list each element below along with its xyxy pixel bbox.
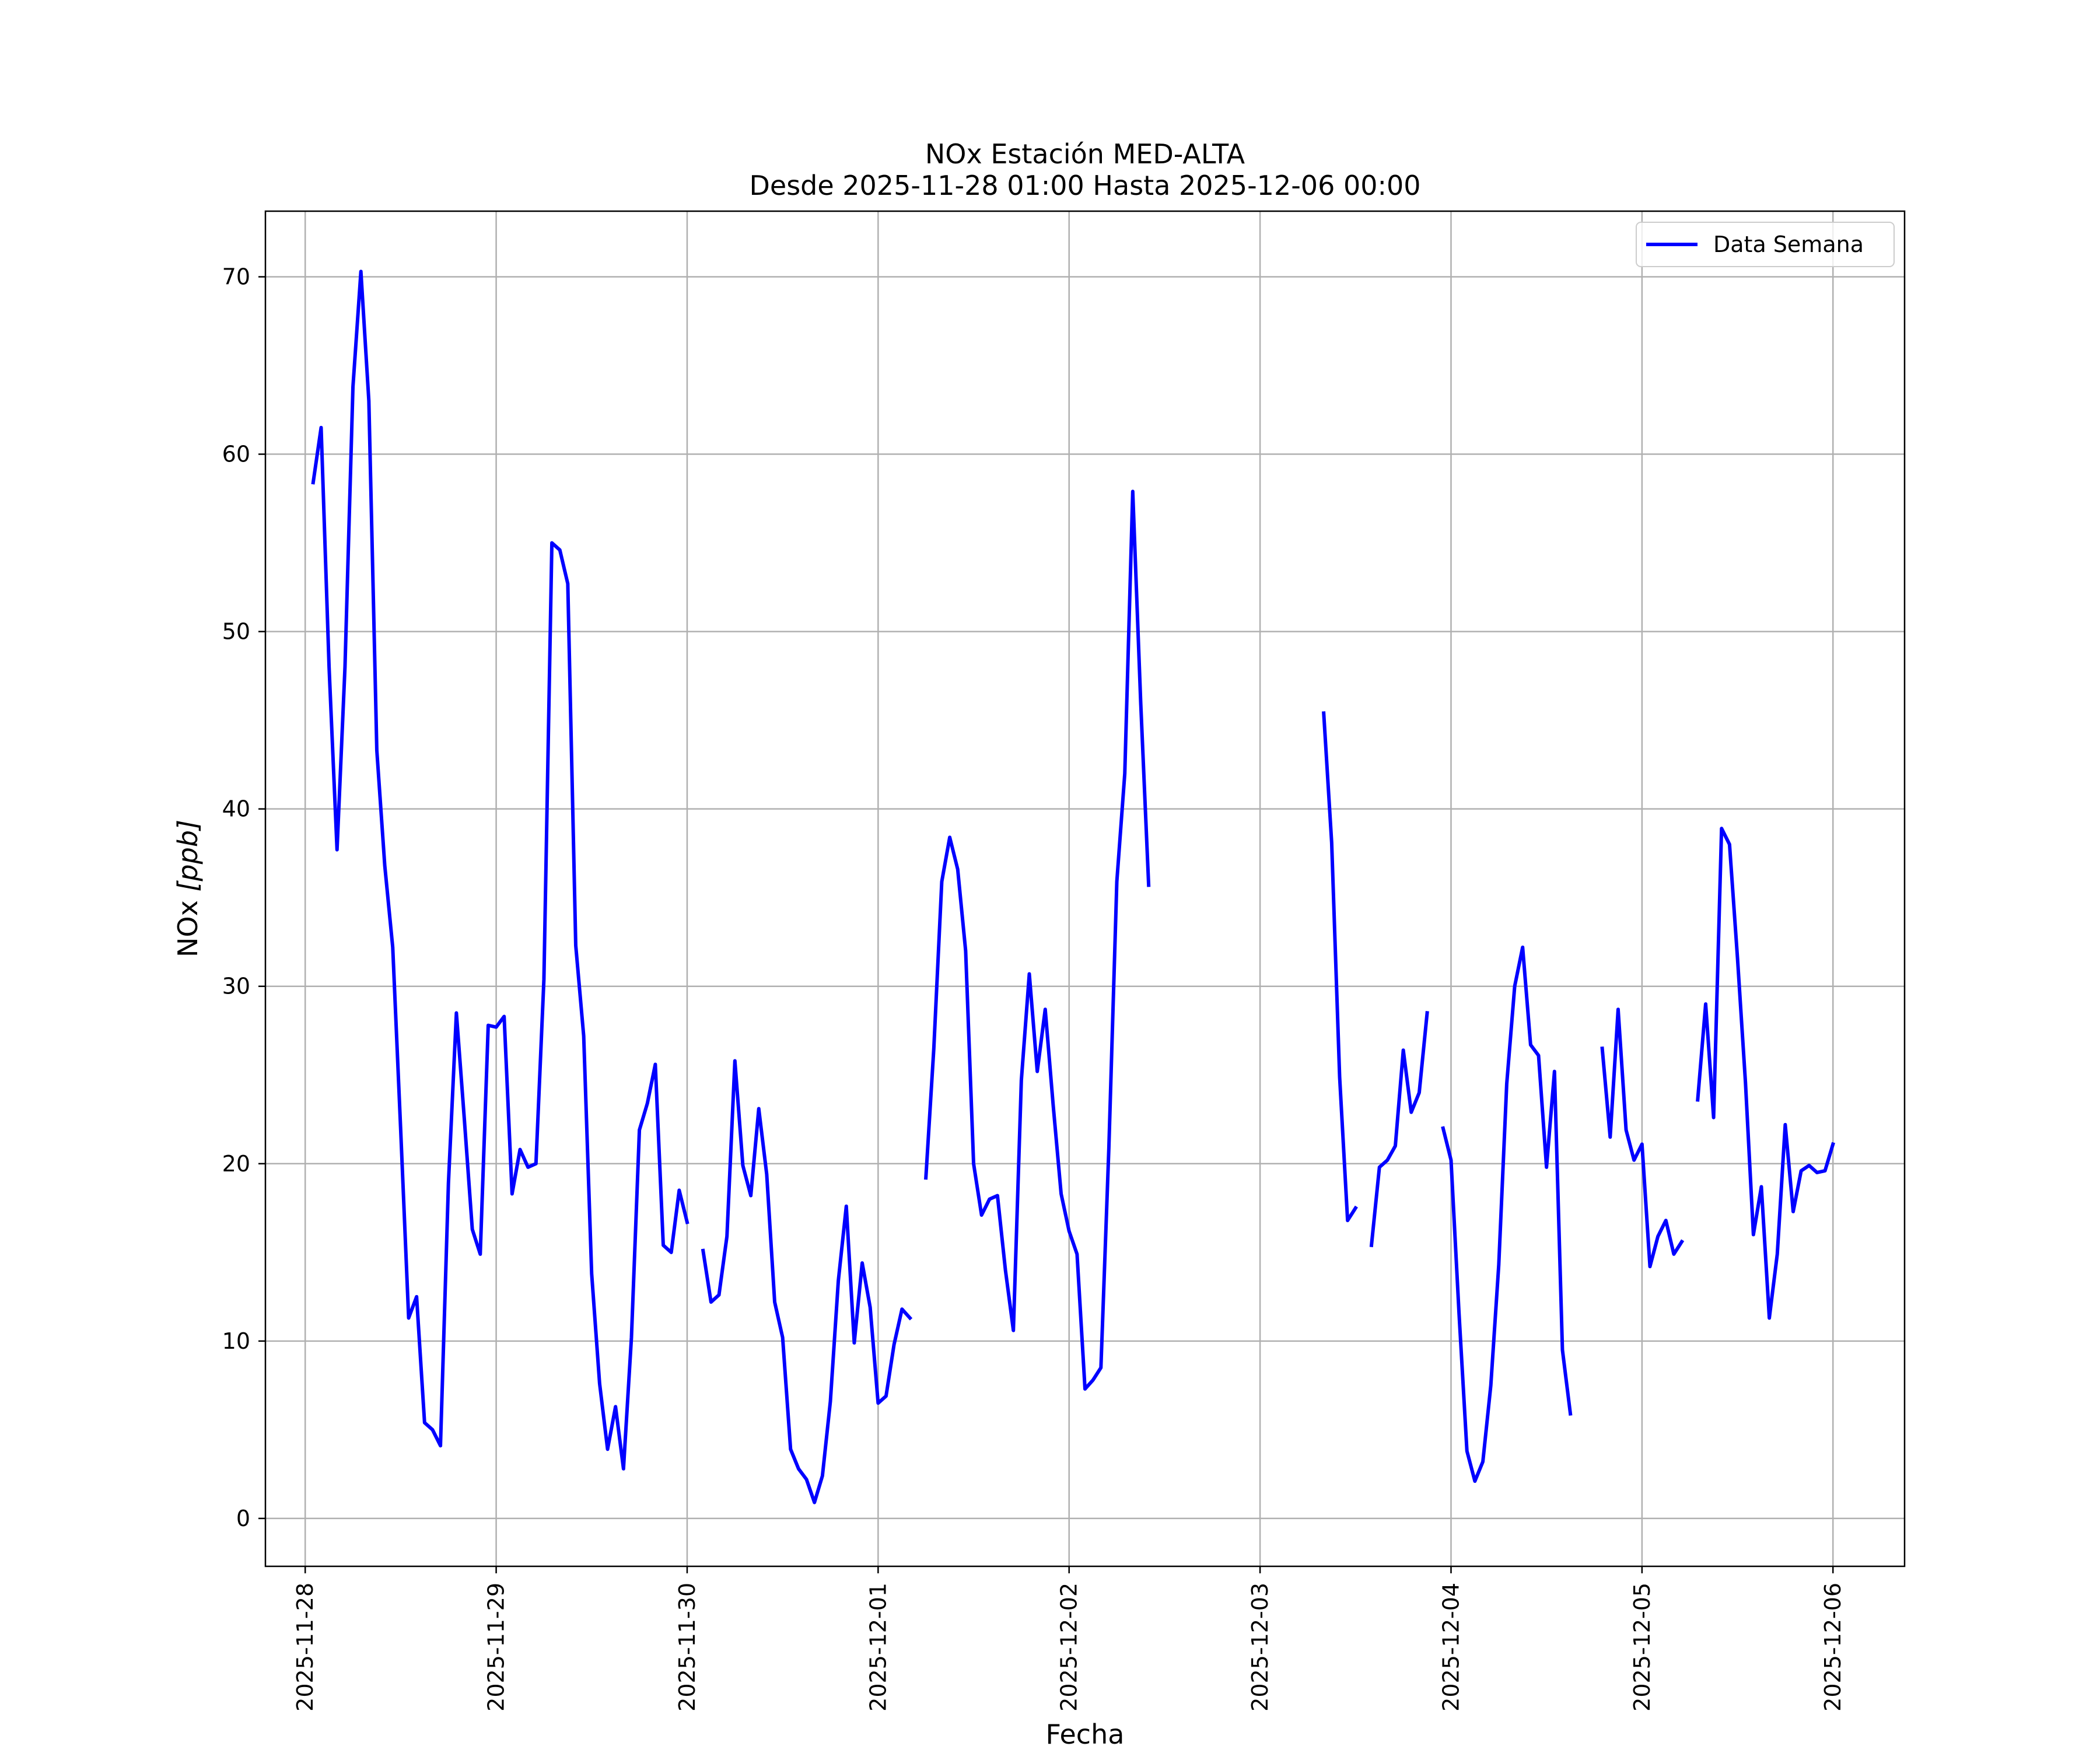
series-line-segment bbox=[1441, 945, 1573, 1483]
legend-label: Data Semana bbox=[1713, 232, 1864, 257]
x-axis-label: Fecha bbox=[1046, 1719, 1125, 1750]
y-tick-label: 50 bbox=[222, 619, 250, 645]
series-line-segment bbox=[1369, 1011, 1429, 1247]
axes-frame bbox=[264, 210, 1906, 1567]
y-tick-label: 20 bbox=[222, 1151, 250, 1177]
y-axis-label-main: NOx bbox=[172, 892, 204, 957]
series-line-segment bbox=[1696, 827, 1835, 1320]
legend-box bbox=[1636, 222, 1895, 267]
y-tick-label: 60 bbox=[222, 442, 250, 467]
y-tick-label: 70 bbox=[222, 264, 250, 290]
x-tick-label: 2025-12-06 bbox=[1820, 1583, 1846, 1712]
chart-title: NOx Estación MED-ALTA bbox=[925, 138, 1245, 170]
y-axis-label: NOx [ppb] bbox=[172, 820, 204, 957]
series-line-segment bbox=[311, 270, 690, 1471]
y-tick-label: 0 bbox=[236, 1506, 250, 1531]
series-line-segment bbox=[1322, 711, 1358, 1223]
y-axis-label-unit: [ppb] bbox=[172, 820, 204, 892]
x-tick-label: 2025-12-03 bbox=[1247, 1583, 1273, 1712]
grid-lines bbox=[265, 211, 1905, 1566]
plot-area bbox=[311, 270, 1835, 1504]
x-tick-label: 2025-12-04 bbox=[1438, 1583, 1464, 1712]
y-tick-label: 10 bbox=[222, 1328, 250, 1354]
x-tick-label: 2025-12-05 bbox=[1629, 1583, 1655, 1712]
x-tick-label: 2025-12-01 bbox=[865, 1583, 891, 1712]
y-tick-label: 30 bbox=[222, 974, 250, 999]
y-tick-label: 40 bbox=[222, 796, 250, 822]
y-axis: 0 10 20 30 40 50 60 70 bbox=[222, 264, 265, 1531]
series-line-segment bbox=[1600, 1007, 1685, 1269]
x-tick-label: 2025-11-30 bbox=[674, 1583, 700, 1712]
chart-subtitle: Desde 2025-11-28 01:00 Hasta 2025-12-06 … bbox=[749, 170, 1420, 201]
series-line-segment bbox=[701, 1059, 913, 1504]
x-tick-label: 2025-11-28 bbox=[292, 1583, 318, 1712]
series-line-segment bbox=[924, 489, 1151, 1391]
x-tick-label: 2025-11-29 bbox=[484, 1583, 509, 1712]
legend: Data Semana bbox=[1636, 222, 1895, 267]
x-tick-label: 2025-12-02 bbox=[1056, 1583, 1082, 1712]
x-axis: 2025-11-28 2025-11-29 2025-11-30 2025-12-01… bbox=[292, 1566, 1846, 1712]
